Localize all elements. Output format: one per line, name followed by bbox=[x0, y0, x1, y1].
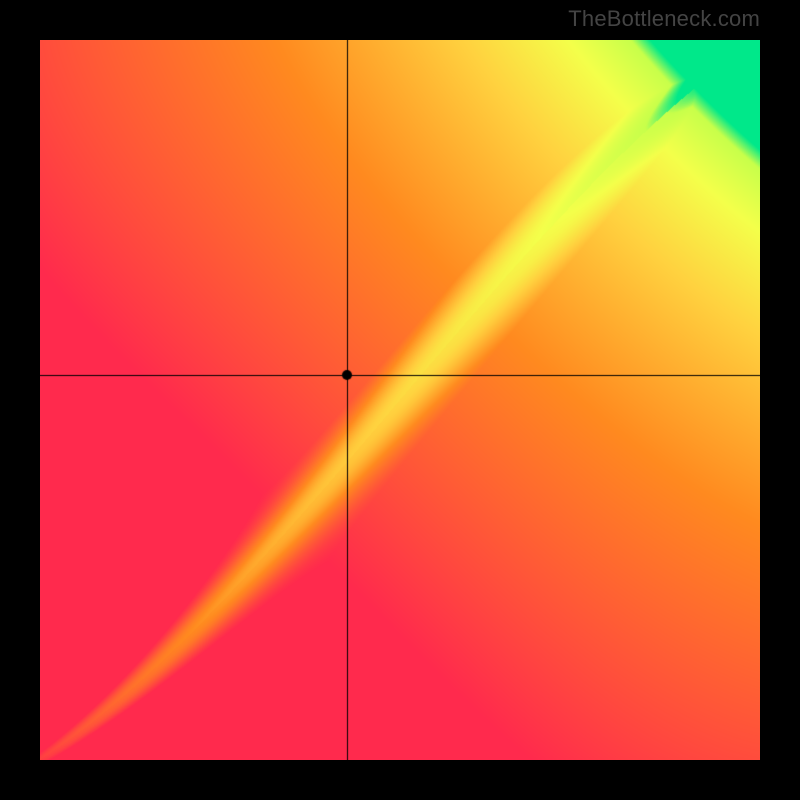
watermark-text: TheBottleneck.com bbox=[568, 6, 760, 32]
crosshair-overlay bbox=[40, 40, 760, 760]
chart-frame: { "watermark": "TheBottleneck.com", "plo… bbox=[0, 0, 800, 800]
